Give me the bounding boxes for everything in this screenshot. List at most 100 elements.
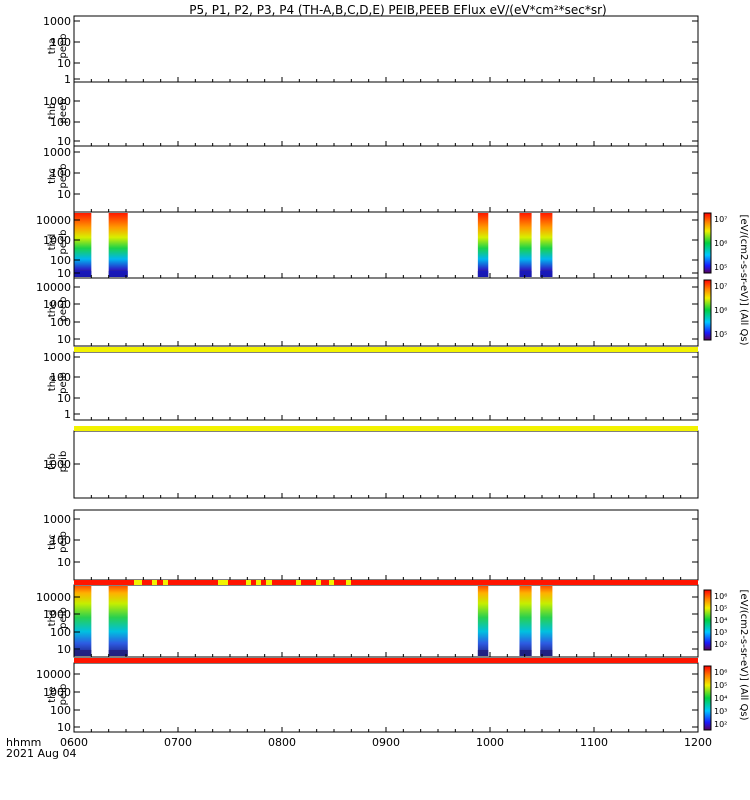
panel-instrument-label: peeb <box>58 34 69 59</box>
panel-frame <box>73 277 699 347</box>
y-tick-label: 10 <box>57 333 71 346</box>
time-axis-unit: hhmm <box>6 736 41 749</box>
spectrogram-block <box>74 586 92 656</box>
y-tick-label: 1000 <box>43 15 71 28</box>
y-tick-label: 100 <box>50 36 71 49</box>
spectrogram-block-base <box>540 271 553 277</box>
colorbar-tick-label: 10⁴ <box>714 616 727 625</box>
y-tick-label: 100 <box>50 254 71 267</box>
y-tick-label: 10 <box>57 721 71 734</box>
colorbar-tick-label: 10⁶ <box>714 306 727 315</box>
panel-frame <box>73 145 699 213</box>
thd-peeb-colorbar <box>703 212 712 274</box>
panel-instrument-label: peib <box>58 372 69 394</box>
spectrogram-block-base <box>74 271 92 277</box>
panel-probe-label: the <box>47 301 58 317</box>
panel-frame <box>73 509 699 581</box>
spectrogram-block-base <box>519 650 532 656</box>
panel-frame <box>73 81 699 147</box>
colorbar-tick-label: 10⁶ <box>714 668 727 677</box>
x-tick-label: 1000 <box>476 736 504 749</box>
colorbar-tick-label: 10³ <box>714 707 727 716</box>
the-peeb-colorbar <box>703 279 712 341</box>
x-tick-label: 1100 <box>580 736 608 749</box>
y-tick-label: 10 <box>57 57 71 70</box>
spectrogram-block <box>108 586 128 656</box>
panel-probe-label: tha <box>47 375 58 391</box>
panel-instrument-label: peib <box>58 607 69 629</box>
panel-probe-label: thc <box>47 534 58 550</box>
y-tick-label: 1000 <box>43 608 71 621</box>
colorbar-tick-label: 10⁷ <box>714 282 727 291</box>
y-tick-label: 100 <box>50 626 71 639</box>
colorbar-tick-label: 10² <box>714 720 727 729</box>
y-tick-label: 1000 <box>43 351 71 364</box>
spectrogram-block <box>519 586 532 656</box>
panel-probe-label: thd <box>47 610 58 627</box>
thg-peib-top-stripe <box>74 347 698 352</box>
y-tick-label: 100 <box>50 704 71 717</box>
colorbar-tick-label: 10⁵ <box>714 681 727 690</box>
colorbar-tick-label: 10⁴ <box>714 694 727 703</box>
panel-probe-label: the <box>47 686 58 702</box>
panel-instrument-label: peeb <box>58 230 69 255</box>
panel-tha-peib: tha peib 1000 100 10 1 <box>43 351 699 421</box>
panel-thd-peib: thd peib 10000 1000 100 10 <box>36 584 699 658</box>
panel-instrument-label: peib <box>58 684 69 706</box>
y-tick-label: 100 <box>50 371 71 384</box>
spectrogram-block-base <box>74 650 92 656</box>
thd-peib-top-stripe <box>74 580 698 585</box>
x-tick-label: 0900 <box>372 736 400 749</box>
panel-thc-peeb: thc peeb 1000 100 10 <box>43 145 699 213</box>
y-tick-label: 1 <box>64 73 71 86</box>
spectrogram-block-base <box>519 271 532 277</box>
panel-instrument-label: peib <box>58 451 69 473</box>
y-tick-label: 10000 <box>36 281 71 294</box>
spectrogram-block <box>108 213 128 277</box>
panel-instrument-label: peeb <box>58 297 69 322</box>
x-tick-label: 0600 <box>60 736 88 749</box>
y-tick-label: 10 <box>57 392 71 405</box>
y-tick-label: 1000 <box>43 458 71 471</box>
panel-frame <box>73 211 699 279</box>
spectrogram-block <box>74 213 92 277</box>
panel-probe-label: thb <box>47 453 58 470</box>
time-axis: 0600 0700 0800 0900 1000 1100 1200 <box>60 736 712 749</box>
y-tick-label: 100 <box>50 167 71 180</box>
colorbar-tick-label: 10³ <box>714 628 727 637</box>
panel-frame <box>73 15 699 83</box>
colorbar-tick-label: 10⁵ <box>714 263 727 272</box>
panel-the-peib: the peib 10000 1000 100 10 <box>36 662 699 734</box>
date-label: 2021 Aug 04 <box>6 747 76 760</box>
x-tick-label: 0800 <box>268 736 296 749</box>
y-tick-label: 1000 <box>43 298 71 311</box>
chart-title: P5, P1, P2, P3, P4 (TH-A,B,C,D,E) PEIB,P… <box>189 3 606 17</box>
colorbar-label-electrons: [eV/(cm2-s-sr-eV)] (All Qs) <box>738 215 749 346</box>
panel-instrument-label: peeb <box>58 164 69 189</box>
colorbar-tick-label: 10² <box>714 640 727 649</box>
spectrogram-block <box>540 586 553 656</box>
y-tick-label: 10 <box>57 643 71 656</box>
y-tick-label: 10 <box>57 267 71 280</box>
y-tick-label: 10 <box>57 188 71 201</box>
y-tick-label: 1 <box>64 408 71 421</box>
colorbar-tick-label: 10⁵ <box>714 604 727 613</box>
spectrogram-block <box>519 213 532 277</box>
colorbar-tick-label: 10⁵ <box>714 330 727 339</box>
y-tick-label: 1000 <box>43 146 71 159</box>
y-tick-label: 100 <box>50 116 71 129</box>
y-tick-label: 10 <box>57 556 71 569</box>
panel-probe-label: tha <box>47 38 58 54</box>
x-tick-label: 0700 <box>164 736 192 749</box>
the-peib-top-stripe <box>74 658 698 663</box>
y-tick-label: 10000 <box>36 591 71 604</box>
panel-tha-peeb: tha peeb 1000 100 10 1 <box>43 15 699 86</box>
colorbar-tick-label: 10⁶ <box>714 239 727 248</box>
spectrogram-block-base <box>108 650 128 656</box>
x-tick-label: 1200 <box>684 736 712 749</box>
panel-the-peeb: the peeb 10000 1000 100 10 <box>36 277 699 347</box>
colorbar-tick-label: 10⁶ <box>714 592 727 601</box>
spectrogram-block <box>477 213 489 277</box>
